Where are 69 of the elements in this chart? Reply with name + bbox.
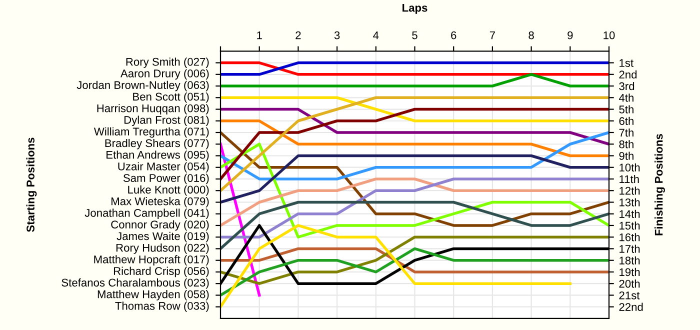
x-tick-label: 3 bbox=[334, 31, 340, 40]
text: Ethan Andrews (095) bbox=[106, 150, 209, 161]
text: Jordan Brown-Nutley (063) bbox=[76, 80, 209, 92]
y-tick-label: 13th bbox=[620, 198, 640, 206]
line-series bbox=[220, 247, 609, 297]
line-series bbox=[220, 142, 609, 238]
x-tick-label: 8 bbox=[528, 31, 534, 40]
y-tick-label: 21st bbox=[619, 291, 640, 300]
text: Matthew Hayden (058) bbox=[98, 290, 209, 300]
line-series bbox=[220, 131, 609, 227]
text: Thomas Row (033) bbox=[115, 302, 209, 312]
y-tick-label: 1st bbox=[620, 59, 634, 67]
text: Bradley Shears (077) bbox=[105, 138, 209, 150]
text: Connor Grady (020) bbox=[111, 220, 209, 231]
y-tick-label: 14th bbox=[620, 210, 640, 218]
x-tick-label: 7 bbox=[490, 31, 495, 40]
y-tick-label: 12th bbox=[620, 186, 640, 195]
y-tick-label: 17th bbox=[620, 244, 640, 253]
y-tick-label: 6th bbox=[619, 116, 634, 126]
text: Richard Crisp (056) bbox=[114, 266, 209, 278]
y-tick-label: 20th bbox=[619, 280, 640, 288]
x-tick-label: 9 bbox=[568, 31, 573, 40]
text: Stefanos Charalambous (023) bbox=[62, 278, 209, 289]
text: Ben Scott (051) bbox=[133, 92, 209, 103]
text: Harrison Huqqan (098) bbox=[97, 104, 209, 114]
y-tick-label: 11th bbox=[620, 174, 639, 184]
line-series bbox=[220, 154, 609, 204]
line-series bbox=[220, 236, 609, 285]
y-tick-label: 19th bbox=[620, 268, 640, 276]
x-tick-label: 2 bbox=[296, 31, 301, 40]
y-tick-label: 10th bbox=[620, 163, 640, 172]
line-series bbox=[220, 178, 609, 227]
text: Starting Positions bbox=[26, 138, 37, 232]
text: Luke Knott (000) bbox=[128, 185, 209, 196]
line-series bbox=[220, 178, 609, 238]
text: Jonathan Campbell (041) bbox=[84, 208, 209, 220]
x-tick-label: 5 bbox=[412, 31, 418, 40]
text: Matthew Hopcraft (017) bbox=[94, 255, 209, 266]
text: William Tregurtha (071) bbox=[94, 127, 209, 138]
text: Sam Power (016) bbox=[123, 174, 209, 184]
y-tick-label: 5th bbox=[619, 105, 634, 114]
x-tick-label: 1 bbox=[257, 31, 262, 40]
text: Rory Smith (027) bbox=[126, 58, 209, 68]
x-tick-label: 4 bbox=[373, 31, 379, 40]
line-series bbox=[220, 224, 572, 308]
y-tick-label: 18th bbox=[620, 256, 640, 264]
text: Aaron Drury (006) bbox=[120, 69, 209, 80]
line-series bbox=[220, 131, 609, 180]
text: Dylan Frost (081) bbox=[124, 116, 209, 126]
y-tick-label: 22nd bbox=[619, 302, 643, 311]
x-axis-title: Laps bbox=[402, 4, 428, 14]
text: Rory Hudson (022) bbox=[116, 244, 209, 254]
y-tick-label: 15th bbox=[620, 221, 640, 230]
text: Max Wieteska (079) bbox=[112, 197, 209, 208]
y-tick-label: 8th bbox=[619, 140, 634, 148]
y-tick-label: 4th bbox=[618, 94, 634, 102]
line-series bbox=[220, 108, 609, 180]
x-tick-label: 6 bbox=[451, 31, 456, 40]
x-tick-label: 10 bbox=[604, 31, 615, 40]
line-series bbox=[220, 200, 609, 250]
y-tick-label: 2nd bbox=[619, 70, 637, 79]
y-tick-label: 9th bbox=[619, 152, 634, 160]
line-series bbox=[220, 96, 609, 192]
text: James Waite (019) bbox=[116, 232, 209, 242]
y-axis-title: Finishing Positions bbox=[654, 134, 665, 236]
text: Uzair Master (054) bbox=[118, 162, 209, 173]
y-tick-label: 7th bbox=[619, 128, 634, 137]
y-tick-label: 16th bbox=[620, 233, 640, 242]
y-tick-label: 3rd bbox=[619, 82, 634, 90]
